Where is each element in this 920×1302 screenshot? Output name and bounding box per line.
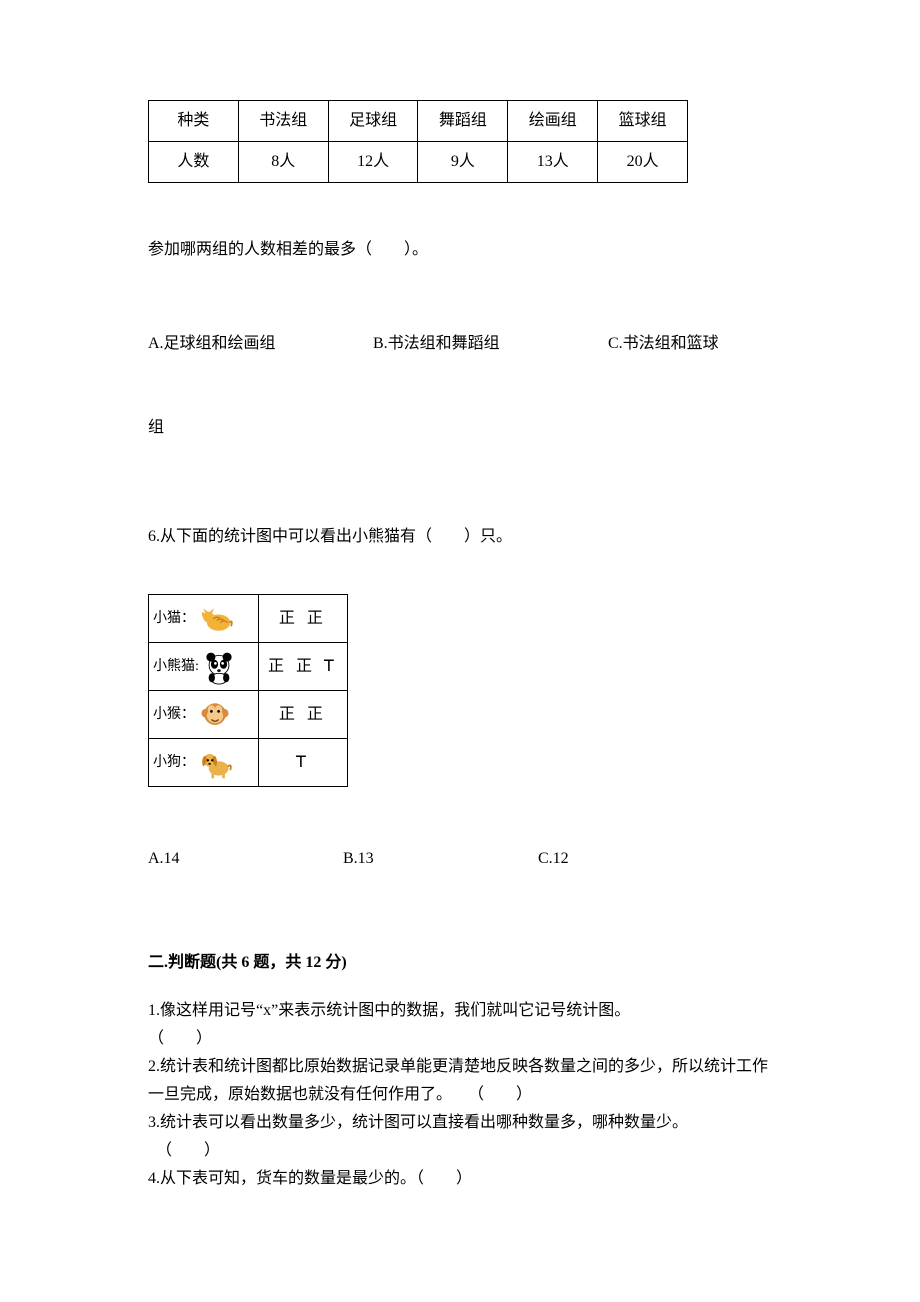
q5-option-a[interactable]: A.足球组和绘画组 (148, 332, 373, 356)
panda-icon (201, 649, 237, 685)
cell-value: 9人 (418, 142, 508, 183)
tf-item: 3.统计表可以看出数量多少，统计图可以直接看出哪种数量多，哪种数量少。 （ ） (148, 1109, 780, 1165)
dog-icon (197, 745, 233, 781)
col-header: 舞蹈组 (418, 101, 508, 142)
table-row: 小狗： 𝖳 (149, 739, 348, 787)
animal-tally: 𝖳 (258, 739, 347, 787)
q6-prompt: 6.从下面的统计图中可以看出小熊猫有（ ）只。 (148, 525, 780, 549)
col-header: 绘画组 (508, 101, 598, 142)
table-row: 小熊猫: 正 正 𝖳 (149, 643, 348, 691)
cell-value: 13人 (508, 142, 598, 183)
cell-value: 20人 (598, 142, 688, 183)
cell-value: 12人 (328, 142, 418, 183)
q5-option-c-line2: 组 (148, 416, 780, 440)
q6-option-c[interactable]: C.12 (538, 847, 733, 871)
q5-option-c-line1[interactable]: C.书法组和篮球 (608, 332, 780, 356)
section-2-header: 二.判断题(共 6 题，共 12 分) (148, 951, 780, 975)
animal-tally: 正 正 𝖳 (258, 643, 347, 691)
animal-name: 小猴： (153, 704, 195, 725)
animal-name: 小猫： (153, 608, 195, 629)
tf-item: 2.统计表和统计图都比原始数据记录单能更清楚地反映各数量之间的多少，所以统计工作… (148, 1053, 780, 1109)
tf-item: 1.像这样用记号“x”来表示统计图中的数据，我们就叫它记号统计图。（ ） (148, 997, 780, 1053)
section-2-items: 1.像这样用记号“x”来表示统计图中的数据，我们就叫它记号统计图。（ ）2.统计… (148, 997, 780, 1193)
tf-item: 4.从下表可知，货车的数量是最少的。（ ） (148, 1165, 780, 1193)
animal-name: 小熊猫: (153, 656, 199, 677)
cell-value: 8人 (238, 142, 328, 183)
col-header: 足球组 (328, 101, 418, 142)
table-row: 种类 书法组 足球组 舞蹈组 绘画组 篮球组 (149, 101, 688, 142)
row-label: 人数 (149, 142, 239, 183)
col-header: 篮球组 (598, 101, 688, 142)
table-row: 人数 8人 12人 9人 13人 20人 (149, 142, 688, 183)
q6-option-b[interactable]: B.13 (343, 847, 538, 871)
section-2: 二.判断题(共 6 题，共 12 分) 1.像这样用记号“x”来表示统计图中的数… (148, 951, 780, 1193)
q6-options: A.14 B.13 C.12 (148, 847, 780, 871)
table-row: 小猫： 正 正 (149, 595, 348, 643)
animal-tally: 正 正 (258, 691, 347, 739)
q5-options: A.足球组和绘画组 B.书法组和舞蹈组 C.书法组和篮球 (148, 332, 780, 356)
animal-tally-table: 小猫： 正 正 小熊猫: (148, 594, 348, 787)
col-header: 种类 (149, 101, 239, 142)
animal-name: 小狗： (153, 752, 195, 773)
q5-option-b[interactable]: B.书法组和舞蹈组 (373, 332, 608, 356)
cat-icon (197, 601, 233, 637)
animal-tally: 正 正 (258, 595, 347, 643)
table-row: 小猴： 正 正 (149, 691, 348, 739)
q6-option-a[interactable]: A.14 (148, 847, 343, 871)
groups-table: 种类 书法组 足球组 舞蹈组 绘画组 篮球组 人数 8人 12人 9人 13人 … (148, 100, 688, 183)
q5-prompt: 参加哪两组的人数相差的最多（ ）。 (148, 238, 780, 262)
monkey-icon (197, 697, 233, 733)
col-header: 书法组 (238, 101, 328, 142)
